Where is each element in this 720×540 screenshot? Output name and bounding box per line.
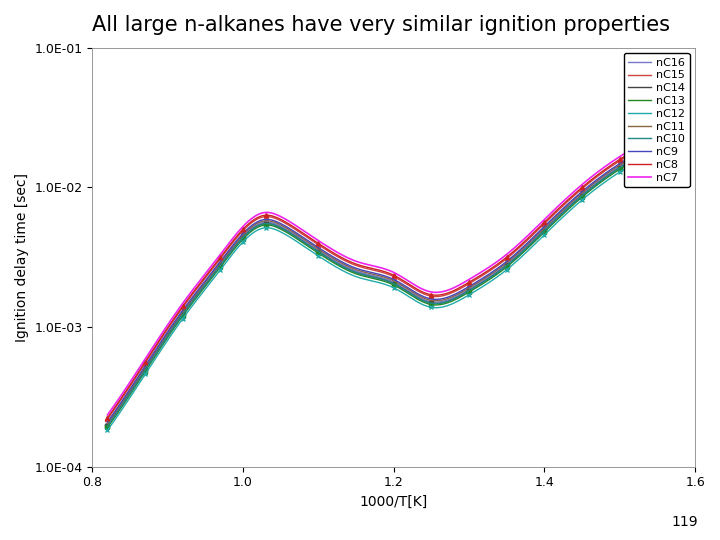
Line: nC11: nC11 — [107, 144, 657, 423]
nC7 — [431, 289, 439, 295]
nC11 — [401, 284, 410, 291]
nC8 — [103, 414, 112, 421]
nC15 — [364, 266, 373, 272]
nC15 — [368, 267, 377, 273]
nC10 — [364, 273, 373, 279]
nC10 — [103, 423, 112, 429]
nC16 — [431, 299, 439, 305]
nC9 — [368, 269, 377, 276]
nC13 — [368, 275, 377, 281]
Text: All large n-alkanes have very similar ignition properties: All large n-alkanes have very similar ig… — [92, 15, 670, 35]
nC12 — [554, 218, 562, 225]
nC10 — [368, 274, 377, 280]
nC12 — [431, 305, 439, 311]
nC13 — [554, 215, 562, 222]
nC7 — [653, 132, 662, 139]
Y-axis label: Ignition delay time [sec]: Ignition delay time [sec] — [15, 173, 29, 342]
nC14 — [401, 287, 410, 293]
nC7 — [368, 262, 377, 269]
Line: nC10: nC10 — [107, 147, 657, 426]
nC13 — [103, 424, 112, 431]
nC10 — [640, 150, 649, 157]
nC10 — [401, 287, 410, 293]
nC12 — [640, 154, 649, 161]
nC12 — [653, 148, 662, 154]
Line: nC15: nC15 — [107, 140, 657, 419]
nC16 — [368, 272, 377, 279]
nC11 — [103, 420, 112, 427]
Line: nC13: nC13 — [107, 148, 657, 428]
nC11 — [554, 211, 562, 218]
nC9 — [431, 296, 439, 302]
nC9 — [103, 418, 112, 425]
nC16 — [653, 142, 662, 149]
nC11 — [364, 270, 373, 276]
nC12 — [103, 427, 112, 434]
nC8 — [364, 265, 373, 271]
Line: nC16: nC16 — [107, 145, 657, 424]
Text: 119: 119 — [672, 515, 698, 529]
nC7 — [364, 261, 373, 268]
X-axis label: 1000/T[K]: 1000/T[K] — [359, 495, 428, 509]
nC13 — [364, 274, 373, 281]
nC12 — [368, 278, 377, 284]
nC16 — [103, 421, 112, 428]
nC11 — [653, 141, 662, 147]
nC7 — [640, 139, 649, 145]
Line: nC7: nC7 — [107, 136, 657, 415]
nC15 — [401, 280, 410, 286]
nC13 — [431, 302, 439, 308]
nC16 — [401, 286, 410, 292]
nC14 — [554, 214, 562, 220]
nC14 — [364, 273, 373, 279]
nC11 — [640, 147, 649, 154]
nC14 — [368, 274, 377, 280]
nC10 — [431, 300, 439, 307]
nC7 — [401, 276, 410, 282]
nC7 — [554, 203, 562, 210]
nC16 — [554, 213, 562, 219]
nC15 — [431, 293, 439, 300]
nC14 — [431, 300, 439, 307]
nC12 — [401, 291, 410, 298]
nC9 — [640, 146, 649, 152]
Line: nC9: nC9 — [107, 143, 657, 422]
nC16 — [364, 272, 373, 278]
nC15 — [653, 137, 662, 143]
nC12 — [364, 277, 373, 284]
nC7 — [103, 411, 112, 418]
nC10 — [653, 144, 662, 150]
nC8 — [401, 279, 410, 285]
nC9 — [554, 210, 562, 217]
nC9 — [653, 139, 662, 146]
Line: nC8: nC8 — [107, 138, 657, 417]
nC10 — [554, 214, 562, 220]
nC14 — [103, 423, 112, 429]
nC9 — [401, 282, 410, 289]
nC8 — [653, 135, 662, 141]
nC8 — [368, 265, 377, 272]
nC11 — [368, 271, 377, 277]
Legend: nC16, nC15, nC14, nC13, nC12, nC11, nC10, nC9, nC8, nC7: nC16, nC15, nC14, nC13, nC12, nC11, nC10… — [624, 53, 690, 187]
nC9 — [364, 268, 373, 275]
nC15 — [640, 143, 649, 150]
nC8 — [431, 292, 439, 299]
nC8 — [554, 206, 562, 212]
nC13 — [640, 152, 649, 158]
Line: nC12: nC12 — [107, 151, 657, 430]
nC16 — [640, 149, 649, 156]
nC13 — [653, 145, 662, 151]
nC13 — [401, 288, 410, 295]
nC14 — [653, 144, 662, 150]
Line: nC14: nC14 — [107, 147, 657, 426]
nC14 — [640, 150, 649, 157]
nC11 — [431, 298, 439, 304]
nC15 — [554, 207, 562, 213]
nC15 — [103, 416, 112, 422]
nC8 — [640, 142, 649, 149]
